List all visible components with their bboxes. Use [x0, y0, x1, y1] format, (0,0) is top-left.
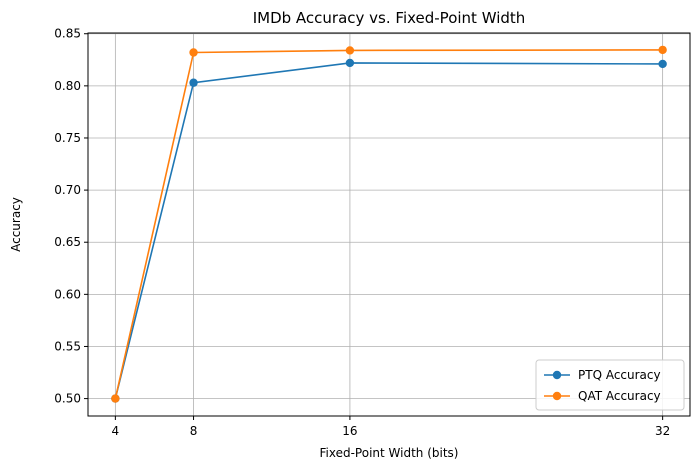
series-2-point: [658, 45, 667, 55]
y-tick-label: 0.85: [54, 27, 81, 41]
y-axis-label: Accuracy: [9, 197, 23, 252]
legend-box: [535, 359, 685, 411]
chart-title: IMDb Accuracy vs. Fixed-Point Width: [253, 9, 526, 27]
series-layer: [111, 45, 667, 403]
series-line-1: [114, 62, 663, 399]
series-1-point: [658, 59, 667, 69]
y-tick-label: 0.75: [54, 131, 81, 145]
series-1-point: [345, 58, 355, 68]
legend-swatch-marker: [552, 370, 562, 380]
y-tick-label: 0.70: [54, 183, 81, 197]
legend-entry-label: QAT Accuracy: [578, 389, 661, 403]
x-tick-label: 4: [112, 424, 120, 438]
series-2-point: [189, 48, 198, 57]
x-tick-label: 32: [655, 424, 670, 438]
legend-entry-label: PTQ Accuracy: [578, 368, 661, 382]
y-tick-label: 0.65: [54, 235, 81, 249]
series-line-2: [114, 49, 663, 399]
x-tick-label: 16: [342, 424, 357, 438]
y-tick-label: 0.80: [54, 79, 81, 93]
series-1-point: [189, 78, 198, 87]
y-tick-label: 0.55: [54, 339, 81, 353]
x-tick-label: 8: [190, 424, 198, 438]
legend-swatch-marker: [552, 391, 562, 401]
plot-frame: [87, 32, 691, 417]
y-tick-label: 0.50: [54, 392, 81, 406]
series-2-point: [345, 46, 355, 55]
axis-ticks: 4 8 16 32 0.50 0.55 0.60 0.65 0.70 0.75 0.80 0.85: [54, 27, 670, 438]
x-axis-label: Fixed-Point Width (bits): [320, 446, 459, 460]
series-2-point: [111, 394, 120, 403]
grid-lines: [88, 33, 690, 416]
legend: PTQ Accuracy QAT Accuracy: [535, 359, 685, 411]
y-tick-label: 0.60: [54, 287, 81, 301]
